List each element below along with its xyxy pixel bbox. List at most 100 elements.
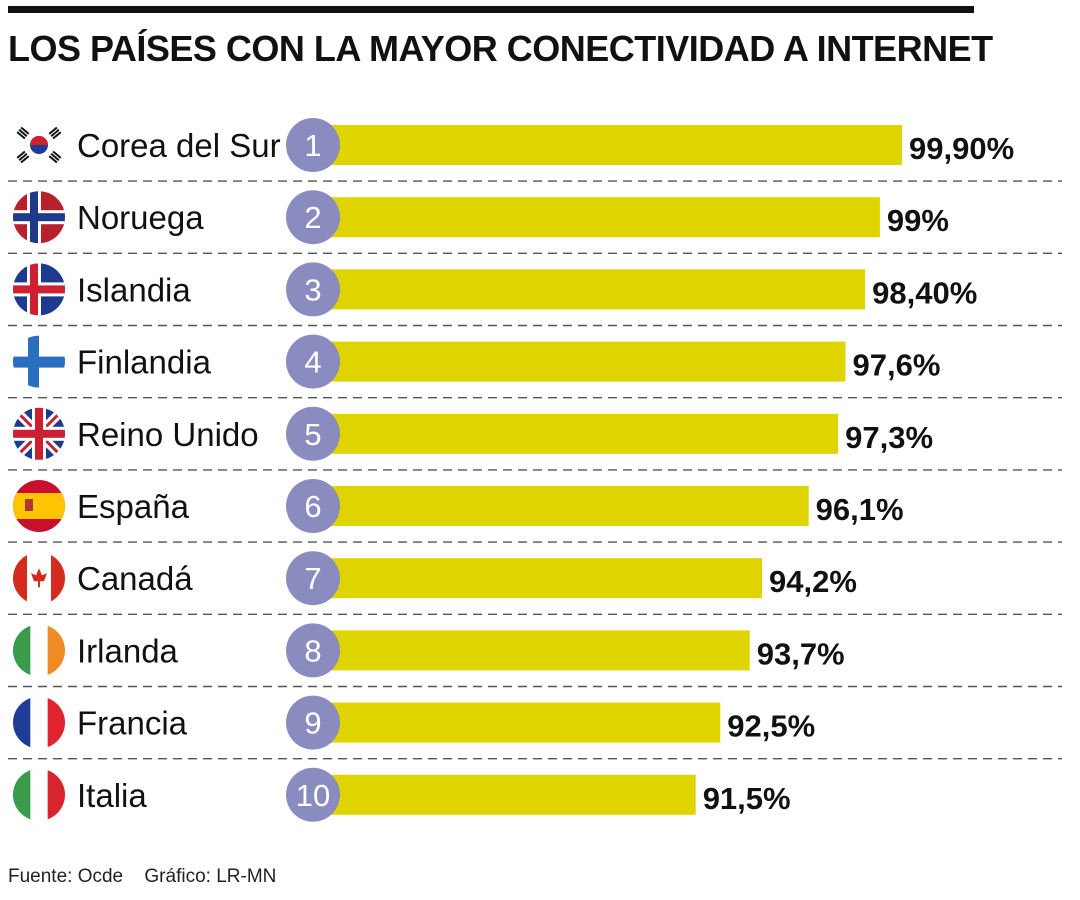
bar-row: Noruega 2 99% [8, 190, 1062, 255]
italy-flag-icon [13, 768, 65, 821]
rank-badge [286, 551, 340, 606]
iceland-flag-icon [13, 263, 65, 316]
source-label: Fuente: Ocde [8, 866, 124, 887]
flag-part [30, 768, 49, 821]
flag-part [31, 568, 47, 588]
flag-part [13, 624, 32, 677]
flag-part [18, 153, 28, 161]
value-label: 96,1% [816, 492, 904, 527]
flag-part [47, 696, 65, 749]
flag-part [50, 129, 60, 137]
country-label: Corea del Sur [77, 127, 281, 164]
rank-badge [286, 334, 340, 389]
country-label: Francia [77, 705, 188, 742]
bar [315, 341, 846, 382]
bar [315, 269, 866, 310]
flag-part [48, 155, 58, 164]
flag-part [20, 155, 30, 164]
rank-badge [286, 767, 340, 822]
rank-number: 2 [304, 200, 321, 235]
chart-title: LOS PAÍSES CON LA MAYOR CONECTIVIDAD A I… [8, 28, 993, 69]
flag-part [13, 213, 65, 222]
flag-part [16, 150, 26, 159]
flag-part [51, 552, 65, 605]
rank-badge [286, 262, 340, 317]
flag-part [25, 499, 33, 511]
bar-row: Italia 10 91,5% [13, 767, 791, 822]
finland-flag-icon [13, 335, 65, 388]
flag-part [30, 696, 49, 749]
rank-badge [286, 190, 340, 245]
graphic-credit: Gráfico: LR-MN [144, 866, 277, 887]
rank-badge [286, 406, 340, 461]
value-label: 97,3% [845, 420, 933, 455]
flag-part [30, 624, 49, 677]
rank-number: 3 [304, 272, 321, 307]
country-label: Italia [77, 777, 147, 814]
rank-number: 7 [304, 561, 321, 596]
rank-number: 5 [304, 417, 321, 452]
country-label: Canadá [77, 560, 193, 597]
flag-part [20, 126, 30, 135]
rank-number: 10 [296, 778, 330, 813]
country-label: Finlandia [77, 344, 212, 381]
rank-number: 8 [304, 633, 321, 668]
country-label: Noruega [77, 199, 204, 236]
top-rule [8, 6, 974, 13]
rank-badge [286, 623, 340, 678]
rank-badge [286, 479, 340, 533]
norway-flag-icon [13, 191, 65, 244]
value-label: 94,2% [769, 564, 857, 599]
canada-flag-icon [13, 552, 65, 605]
south-korea-flag-icon [13, 119, 65, 171]
bar-row: Irlanda 8 93,7% [8, 623, 1062, 688]
flag-part [52, 131, 62, 140]
flag-part [13, 768, 32, 821]
bar [315, 197, 880, 238]
bar [315, 125, 902, 165]
flag-part [13, 552, 27, 605]
bar [315, 413, 839, 454]
value-label: 99,90% [909, 131, 1014, 166]
bar-row: Islandia 3 98,40% [8, 262, 1062, 327]
bar [315, 630, 750, 671]
flag-part [48, 126, 58, 135]
flag-part [13, 429, 65, 438]
value-label: 97,6% [853, 348, 941, 383]
uk-flag-icon [13, 407, 65, 460]
bar [315, 702, 721, 743]
rank-number: 4 [304, 345, 321, 380]
country-label: Islandia [77, 271, 191, 308]
flag-part [18, 129, 28, 137]
bar-chart: Corea del Sur 1 99,90% Noruega 2 99% Islandia 3… [8, 118, 1062, 822]
bar-row: Corea del Sur 1 99,90% [8, 118, 1062, 182]
rank-badge [286, 118, 340, 172]
rank-number: 9 [304, 706, 321, 741]
value-label: 99% [887, 203, 949, 238]
value-label: 92,5% [727, 709, 815, 744]
bar-row: Francia 9 92,5% [8, 695, 1062, 760]
flag-part [13, 696, 32, 749]
value-label: 93,7% [757, 636, 845, 671]
bar-row: Reino Unido 5 97,3% [8, 406, 1062, 471]
flag-part [13, 356, 65, 368]
rank-number: 1 [304, 128, 321, 163]
bar-row: España 6 96,1% [8, 479, 1062, 543]
flag-part [30, 136, 48, 145]
value-label: 91,5% [703, 781, 791, 816]
flag-part [47, 768, 65, 821]
flag-part [50, 153, 60, 161]
bar [315, 558, 763, 599]
flag-part [16, 131, 26, 140]
flag-part [13, 493, 65, 519]
country-label: España [77, 488, 190, 525]
spain-flag-icon [13, 480, 65, 532]
bar [315, 486, 809, 526]
bar [315, 774, 696, 815]
source-line: Fuente: Ocde Gráfico: LR-MN [8, 866, 276, 888]
flag-part [52, 150, 62, 159]
bar-row: Finlandia 4 97,6% [8, 334, 1062, 399]
rank-number: 6 [304, 489, 321, 524]
france-flag-icon [13, 696, 65, 749]
rank-badge [286, 695, 340, 750]
